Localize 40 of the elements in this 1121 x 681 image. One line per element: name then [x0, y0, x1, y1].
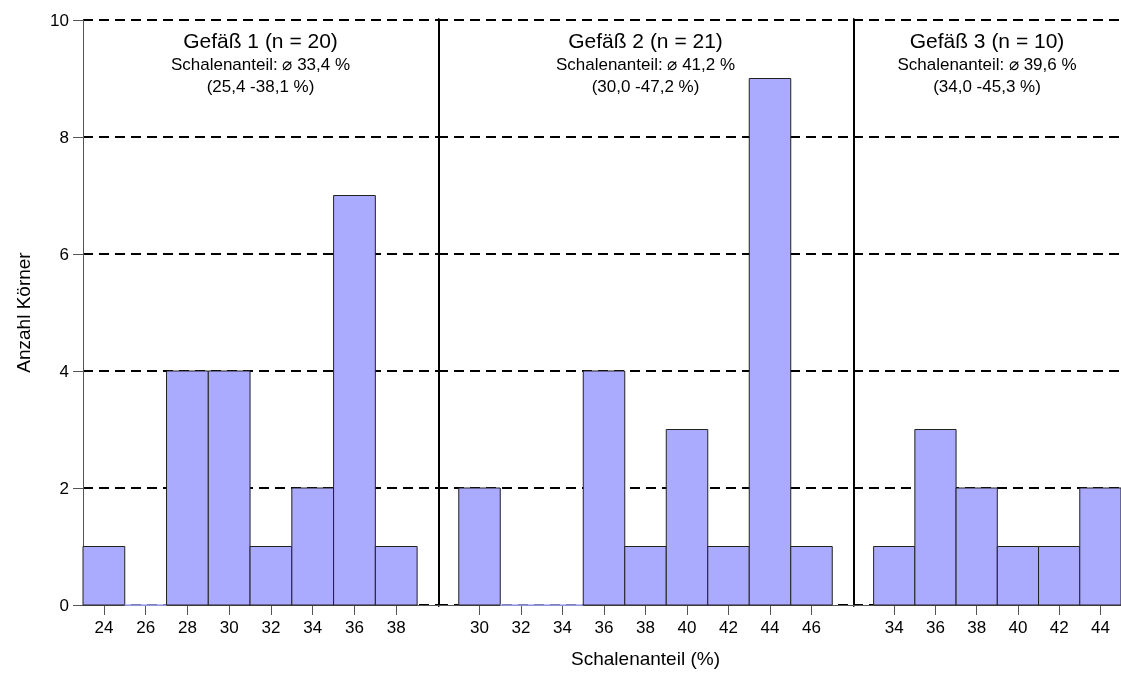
chart-title: Gefäß 2 (n = 21) — [568, 29, 723, 52]
x-tick-label: 32 — [261, 618, 281, 637]
chart-title: Gefäß 3 (n = 10) — [909, 29, 1065, 52]
annotation: (25,4 -38,1 %) — [206, 77, 315, 96]
x-tick-label: 40 — [677, 618, 697, 637]
x-tick-label: 36 — [594, 618, 614, 637]
x-tick-label: 34 — [553, 618, 572, 637]
x-tick-label: 26 — [136, 618, 156, 637]
annotation: (34,0 -45,3 %) — [933, 77, 1041, 96]
annotation: (30,0 -47,2 %) — [591, 77, 700, 96]
y-tick-label: 0 — [59, 595, 69, 615]
y-tick-label: 2 — [59, 478, 69, 498]
x-tick-label: 36 — [345, 618, 364, 637]
x-tick-label: 42 — [719, 618, 738, 637]
x-tick-label: 30 — [470, 618, 489, 637]
x-tick-label: 38 — [386, 618, 406, 637]
x-axis-title: Schalenanteil (%) — [571, 648, 720, 669]
x-tick-label: 46 — [802, 618, 821, 637]
y-tick-label: 10 — [50, 10, 69, 30]
x-tick-label: 36 — [926, 618, 945, 637]
text: Schalenanteil: ⌀ 33,4 % — [170, 55, 351, 74]
x-tick-label: 34 — [884, 618, 904, 637]
y-tick-label: 6 — [59, 244, 69, 264]
x-tick-label: 44 — [1090, 618, 1110, 637]
x-tick-label: 34 — [303, 618, 323, 637]
x-tick-label: 38 — [636, 618, 655, 637]
x-tick-label: 42 — [1049, 618, 1069, 637]
x-tick-label: 40 — [1008, 618, 1028, 637]
text: Schalenanteil: ⌀ 39,6 % — [897, 55, 1077, 74]
x-tick-label: 38 — [967, 618, 987, 637]
y-tick-label: 4 — [59, 361, 69, 381]
x-tick-label: 28 — [177, 618, 197, 637]
y-axis-title: Anzahl Körner — [13, 251, 34, 373]
text: Schalenanteil: ⌀ 41,2 % — [555, 55, 736, 74]
x-tick-label: 32 — [511, 618, 531, 637]
x-tick-label: 44 — [760, 618, 780, 637]
y-tick-label: 8 — [59, 127, 69, 147]
x-tick-label: 24 — [94, 618, 114, 637]
x-tick-label: 30 — [219, 618, 239, 637]
chart-title: Gefäß 1 (n = 20) — [183, 29, 338, 52]
